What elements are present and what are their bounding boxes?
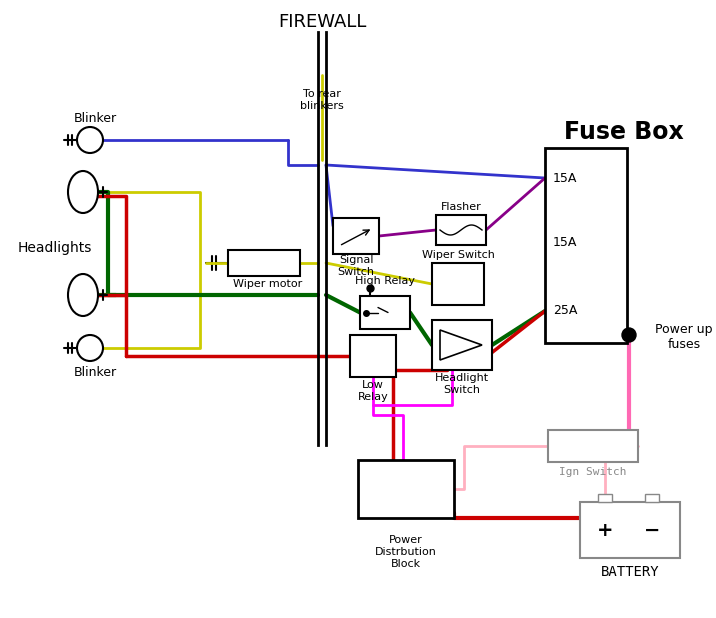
Circle shape — [622, 328, 636, 342]
Bar — [360, 296, 410, 329]
Text: Blinker: Blinker — [74, 365, 117, 378]
Circle shape — [77, 127, 103, 153]
Text: High Relay: High Relay — [355, 276, 415, 286]
Text: Wiper motor: Wiper motor — [233, 279, 303, 289]
Text: Blinker: Blinker — [74, 111, 117, 124]
Bar — [228, 250, 300, 276]
Bar — [432, 263, 484, 305]
Text: To rear
blinkers: To rear blinkers — [300, 89, 344, 111]
Text: Wiper Switch: Wiper Switch — [422, 250, 495, 260]
Text: Headlights: Headlights — [18, 241, 92, 255]
Circle shape — [77, 335, 103, 361]
Text: Low
Relay: Low Relay — [357, 380, 388, 402]
Text: Headlight
Switch: Headlight Switch — [435, 373, 489, 395]
Text: Signal
Switch: Signal Switch — [337, 255, 374, 277]
Text: Flasher: Flasher — [440, 202, 481, 212]
Text: 25A: 25A — [553, 305, 577, 318]
Text: 15A: 15A — [553, 237, 577, 250]
Bar — [545, 148, 627, 343]
Polygon shape — [440, 330, 482, 360]
Bar — [548, 430, 638, 462]
Bar — [350, 335, 396, 377]
Bar — [598, 494, 612, 502]
Text: Fuse Box: Fuse Box — [564, 120, 684, 144]
Bar — [358, 460, 454, 518]
Bar — [580, 502, 680, 558]
Text: +: + — [596, 520, 613, 540]
Text: −: − — [644, 520, 660, 540]
Bar — [436, 215, 486, 245]
Text: Power up
fuses: Power up fuses — [655, 323, 712, 351]
Ellipse shape — [68, 274, 98, 316]
Text: Power
Distrbution
Block: Power Distrbution Block — [375, 535, 437, 569]
Text: FIREWALL: FIREWALL — [278, 13, 366, 31]
Ellipse shape — [68, 171, 98, 213]
Text: Ign Switch: Ign Switch — [559, 467, 626, 477]
Bar — [432, 320, 492, 370]
Bar — [645, 494, 659, 502]
Bar — [333, 218, 379, 254]
Text: 15A: 15A — [553, 172, 577, 185]
Text: BATTERY: BATTERY — [601, 565, 659, 579]
